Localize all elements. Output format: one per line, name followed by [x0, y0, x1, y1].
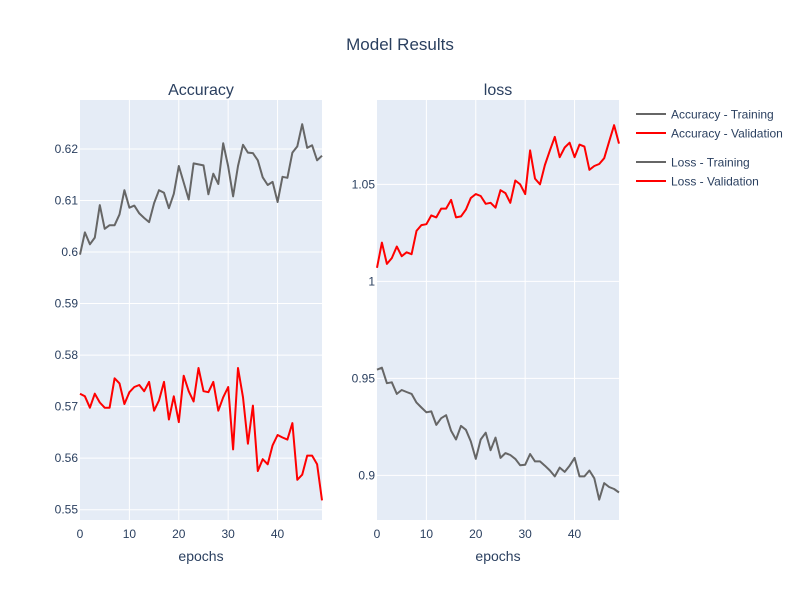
accuracy-tick-labels: 0 10 20 30 40 0.55 0.56 0.57 0.58 0.59 0.6 0.61 0.62	[55, 142, 285, 541]
accuracy-subplot-title: Accuracy	[168, 82, 234, 99]
loss-y-tick-label: 0.95	[352, 371, 376, 385]
loss-series	[376, 124, 620, 501]
loss-x-tick-label: 30	[518, 527, 532, 541]
loss-y-tick-label: 1.05	[352, 177, 376, 191]
loss-y-tick-label: 0.9	[358, 468, 375, 482]
loss-y-tick-label: 1	[368, 274, 375, 288]
loss-validation-line	[376, 124, 620, 268]
accuracy-x-tick-label: 0	[77, 527, 84, 541]
legend-label: Accuracy - Validation	[671, 127, 783, 141]
legend-item-accuracy-training[interactable]: Accuracy - Training	[636, 108, 774, 122]
accuracy-y-tick-label: 0.6	[61, 245, 78, 259]
legend: Accuracy - Training Accuracy - Validatio…	[636, 108, 783, 189]
accuracy-y-tick-label: 0.57	[55, 400, 79, 414]
accuracy-x-tick-label: 40	[271, 527, 285, 541]
loss-training-line	[376, 366, 620, 501]
accuracy-x-tick-label: 20	[172, 527, 186, 541]
loss-subplot: 0 10 20 30 40 0.9 0.95 1 1.05 loss epochs	[352, 82, 620, 564]
loss-plot-area	[377, 100, 619, 520]
accuracy-y-tick-label: 0.62	[55, 142, 79, 156]
loss-x-tick-label: 20	[469, 527, 483, 541]
legend-item-loss-training[interactable]: Loss - Training	[636, 156, 750, 170]
legend-label: Loss - Training	[671, 156, 750, 170]
loss-x-tick-label: 10	[420, 527, 434, 541]
loss-tick-labels: 0 10 20 30 40 0.9 0.95 1 1.05	[352, 177, 582, 541]
accuracy-training-line	[79, 123, 323, 255]
loss-x-tick-label: 40	[568, 527, 582, 541]
legend-label: Loss - Validation	[671, 175, 759, 189]
accuracy-y-tick-label: 0.61	[55, 193, 79, 207]
accuracy-x-tick-label: 10	[123, 527, 137, 541]
legend-item-accuracy-validation[interactable]: Accuracy - Validation	[636, 127, 783, 141]
accuracy-x-axis-label: epochs	[178, 548, 223, 564]
figure-title: Model Results	[346, 35, 454, 54]
loss-x-axis-label: epochs	[475, 548, 520, 564]
accuracy-y-tick-label: 0.55	[55, 503, 79, 517]
accuracy-validation-line	[79, 367, 323, 501]
accuracy-y-tick-label: 0.58	[55, 348, 79, 362]
legend-item-loss-validation[interactable]: Loss - Validation	[636, 175, 759, 189]
accuracy-y-tick-label: 0.59	[55, 297, 79, 311]
loss-subplot-title: loss	[484, 82, 512, 99]
loss-x-tick-label: 0	[374, 527, 381, 541]
accuracy-x-tick-label: 30	[221, 527, 235, 541]
legend-label: Accuracy - Training	[671, 108, 774, 122]
accuracy-y-tick-label: 0.56	[55, 451, 79, 465]
accuracy-subplot: 0 10 20 30 40 0.55 0.56 0.57 0.58 0.59 0.6 0.61 0.62…	[55, 82, 323, 564]
accuracy-series	[79, 123, 323, 501]
accuracy-plot-area	[80, 100, 322, 520]
